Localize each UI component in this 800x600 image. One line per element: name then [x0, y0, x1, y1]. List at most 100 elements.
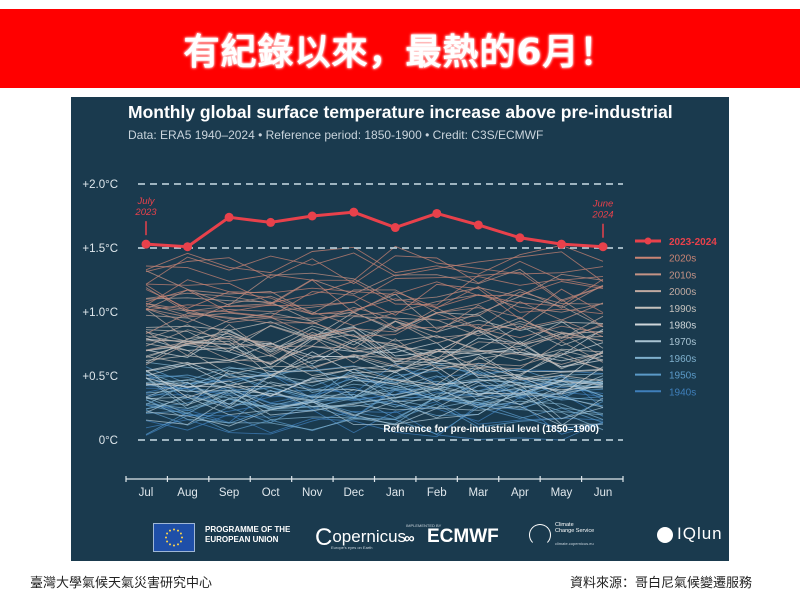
series-line-2020s: [145, 251, 604, 285]
series-line-1990s: [145, 354, 604, 385]
series-line-1990s: [145, 355, 604, 380]
series-line-1940s: [145, 403, 604, 438]
highlight-data-point: [224, 212, 234, 222]
series-line-2010s: [145, 287, 604, 321]
series-line-2010s: [145, 307, 604, 339]
highlight-data-point: [598, 242, 608, 252]
highlight-data-point: [473, 220, 483, 230]
legend-marker-highlight: [644, 237, 652, 245]
legend-label-1970s: 1970s: [669, 337, 696, 348]
series-line-2000s: [145, 336, 604, 366]
copernicus-initial: C: [315, 524, 333, 551]
eu-star: [165, 536, 167, 539]
iqlun-logo: IQlun: [677, 524, 723, 543]
series-line-1960s: [145, 378, 604, 410]
highlight-data-point: [556, 239, 566, 249]
annotation-month: June: [592, 199, 614, 210]
eu-star: [173, 544, 175, 547]
series-line-1940s: [145, 363, 604, 395]
headline-text: 有紀錄以來，最熱的6月！: [183, 31, 617, 73]
highlight-data-point: [349, 207, 359, 217]
iqlun-logo-icon: [657, 527, 673, 543]
highlight-data-point: [390, 223, 400, 233]
x-tick-label: Jan: [386, 487, 405, 499]
x-tick-label: May: [551, 487, 573, 499]
legend-label-2000s: 2000s: [669, 287, 696, 298]
copernicus-tagline: Europe's eyes on Earth: [331, 545, 373, 550]
chart-title: Monthly global surface temperature incre…: [128, 102, 673, 122]
annotation-month: July: [137, 196, 156, 207]
series-line-2010s: [145, 294, 604, 327]
eu-star: [179, 532, 182, 535]
series-line-1990s: [145, 334, 604, 370]
highlight-data-point: [515, 233, 525, 243]
series-line-1990s: [145, 311, 604, 345]
highlight-data-point: [307, 211, 317, 221]
highlight-data-point: [183, 242, 193, 252]
legend-label-2020s: 2020s: [669, 254, 696, 265]
eu-label-line2: EUROPEAN UNION: [205, 535, 279, 544]
series-line-1940s: [145, 401, 604, 435]
legend-label-1990s: 1990s: [669, 304, 696, 315]
series-line-1940s: [145, 409, 604, 441]
series-line-2010s: [145, 307, 604, 342]
legend-label-1940s: 1940s: [669, 387, 696, 398]
series-line-1970s: [145, 384, 604, 419]
c3s-thermometer-icon: [529, 524, 551, 546]
chart-plot: +2.0°C +1.5°C +1.0°C +0.5°C 0°C Jul Aug Sep Oct N…: [82, 179, 717, 499]
legend-label-1980s: 1980s: [669, 321, 696, 332]
chart-subtitle: Data: ERA5 1940–2024 • Reference period:…: [128, 128, 544, 142]
highlight-data-point: [266, 217, 276, 227]
copernicus-wordmark: opernicus: [332, 527, 407, 546]
series-line-2020s: [145, 285, 604, 315]
series-line-1970s: [145, 384, 604, 420]
series-line-2000s: [145, 314, 604, 348]
legend-label-1950s: 1950s: [669, 371, 696, 382]
series-line-1950s: [145, 406, 604, 435]
series-line-2020s: [145, 278, 604, 314]
y-tick-label: +1.5°C: [82, 243, 118, 255]
annotation-year: 2023: [134, 207, 157, 218]
series-line-1950s: [145, 400, 604, 428]
series-line-1960s: [145, 367, 604, 393]
y-tick-label: 0°C: [99, 435, 118, 447]
data-source: 資料來源：哥白尼氣候變遷服務: [569, 576, 752, 591]
c3s-label: Climate Change Service: [555, 522, 594, 534]
x-tick-label: Aug: [177, 487, 197, 499]
x-tick-label: Mar: [468, 487, 488, 499]
series-line-2000s: [145, 329, 604, 362]
eu-flag-icon: [153, 523, 195, 552]
series-line-1970s: [145, 377, 604, 406]
series-line-2000s: [145, 293, 604, 330]
x-tick-label: Jul: [139, 487, 154, 499]
x-tick-label: Dec: [344, 487, 365, 499]
x-tick-label: Apr: [511, 487, 529, 499]
series-line-1980s: [145, 330, 604, 366]
series-line-2020s: [145, 271, 604, 306]
highlight-data-point: [141, 239, 151, 249]
ecmwf-mark-icon: ∞: [404, 530, 415, 547]
x-tick-label: Nov: [302, 487, 323, 499]
eu-star: [179, 540, 182, 543]
ecmwf-logo: ECMWF: [427, 526, 499, 547]
series-line-1970s: [145, 388, 604, 426]
eu-star: [169, 529, 171, 532]
series-line-1990s: [145, 343, 604, 377]
y-tick-label: +2.0°C: [82, 179, 118, 191]
series-line-2020s: [145, 255, 604, 285]
eu-star: [177, 529, 179, 532]
x-tick-label: Oct: [262, 487, 281, 499]
eu-star: [177, 543, 179, 546]
series-line-1980s: [145, 366, 604, 398]
x-tick-label: Feb: [427, 487, 447, 499]
x-tick-label: Jun: [594, 487, 613, 499]
eu-star: [166, 532, 169, 535]
c3s-url: climate.copernicus.eu: [555, 541, 594, 546]
highlight-series-line: [145, 210, 604, 249]
c3s-line2: Change Service: [555, 528, 595, 534]
series-line-1980s: [145, 348, 604, 378]
headline-banner: 有紀錄以來，最熱的6月！: [0, 9, 800, 88]
series-line-2020s: [145, 244, 604, 275]
eu-stars-icon: [165, 528, 183, 547]
series-line-2020s: [145, 276, 604, 311]
